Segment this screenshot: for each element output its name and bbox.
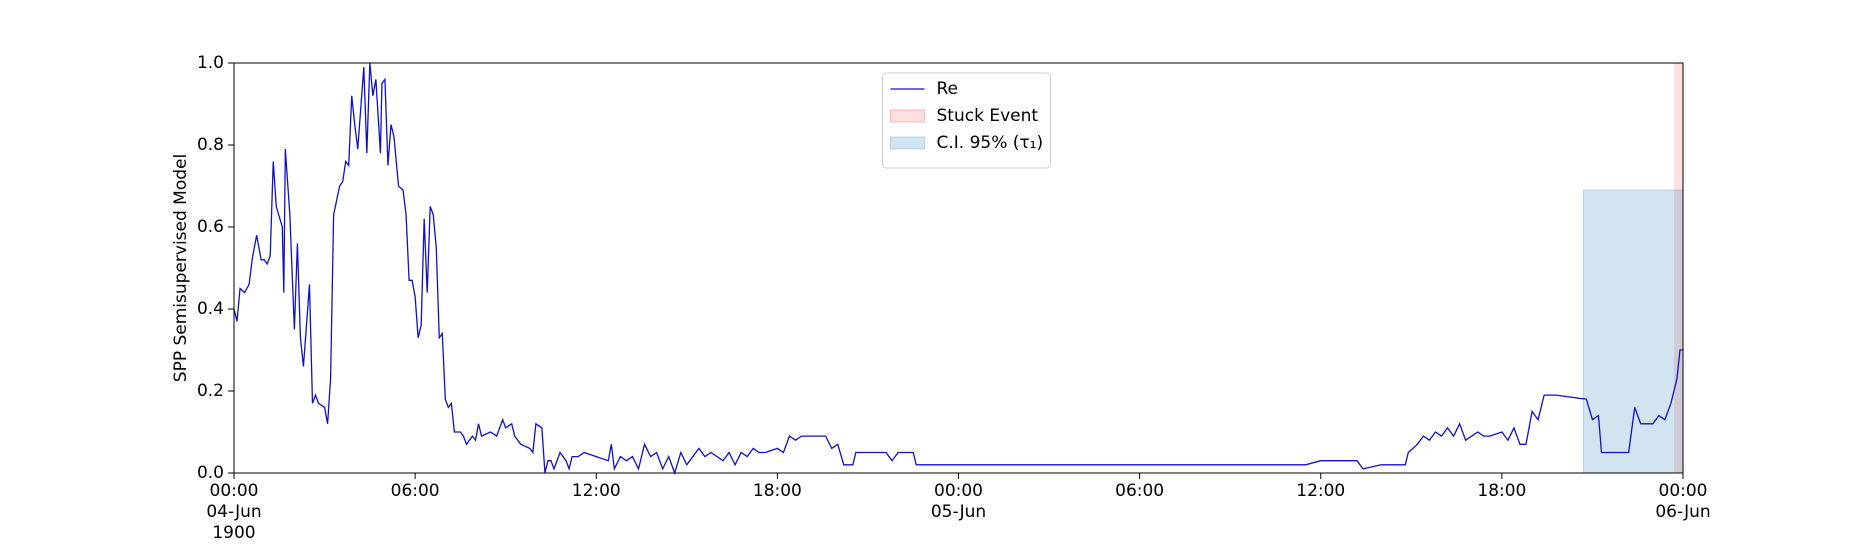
x-tick-label: 00:00 06-Jun [1655,481,1711,522]
legend-box [882,72,1051,169]
legend-label: Stuck Event [937,106,1039,126]
x-tick-label: 00:00 04-Jun 1900 [206,481,262,543]
x-tick-label: 06:00 [1115,481,1165,501]
x-tick-label: 12:00 [571,481,621,501]
legend-patch [890,109,925,123]
x-tick-label: 06:00 [390,481,440,501]
page: SPP Semisupervised Model 0.0 0.2 0.4 0.6 0.8… [171,53,1711,543]
legend-label: C.I. 95% (τ₁) [937,133,1044,153]
y-tick-label: 0.8 [197,135,224,155]
y-axis-label: SPP Semisupervised Model [171,154,191,382]
y-tick-label: 1.0 [197,53,224,73]
x-tick-label: 12:00 [1296,481,1346,501]
x-tick-label: 00:00 05-Jun [930,481,987,522]
y-tick-label: 0.2 [197,381,224,401]
plot-frame [233,62,1684,474]
legend-patch [890,136,925,150]
span [1582,189,1684,474]
chart: SPP Semisupervised Model 0.0 0.2 0.4 0.6 0.8… [171,53,1684,483]
x-tick-label: 18:00 [1477,481,1527,501]
span [1673,63,1683,473]
data-line [233,62,1683,476]
x-tick-label: 18:00 [752,481,802,501]
legend-label: Re [937,79,959,99]
y-tick-label: 0.6 [197,217,224,237]
y-tick-label: 0.4 [197,299,224,319]
y-tick-label: 0.0 [197,463,224,483]
